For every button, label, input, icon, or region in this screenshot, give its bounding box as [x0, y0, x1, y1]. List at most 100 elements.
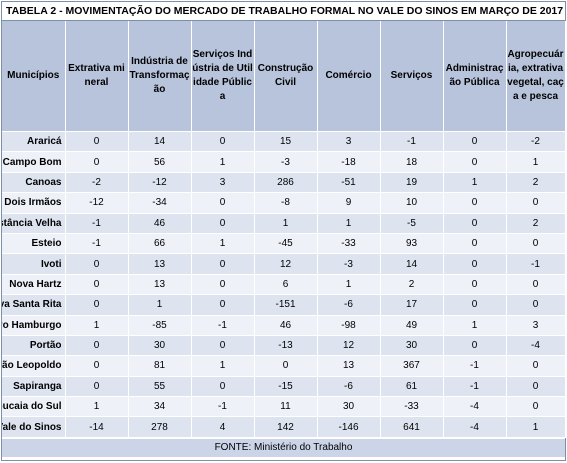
- value-cell: -14: [65, 416, 129, 438]
- value-cell: 0: [443, 151, 507, 173]
- value-cell: 0: [65, 335, 129, 357]
- header-cell-servicos-industria-utilidade-publica: Serviços Indústria de Utilidade Pública: [191, 21, 255, 132]
- value-cell: -13: [254, 335, 318, 357]
- value-cell: 49: [380, 315, 444, 336]
- value-cell: 1: [191, 233, 255, 255]
- value-cell: 1: [317, 274, 381, 296]
- value-cell: 142: [254, 416, 318, 438]
- municipality-cell: Vale do Sinos: [2, 416, 66, 438]
- table-row: Nova Hartz 0 13 0 6 1 2 0 0: [2, 274, 566, 296]
- value-cell: 0: [443, 213, 507, 234]
- table-row: Esteio -1 66 1 -45 -33 93 0 0: [2, 233, 566, 255]
- table-row: Portão 0 30 0 -13 12 30 0 -4: [2, 335, 566, 357]
- value-cell: 30: [317, 396, 381, 418]
- value-cell: 2: [506, 213, 566, 234]
- value-cell: -3: [317, 253, 381, 275]
- value-cell: -146: [317, 416, 381, 438]
- value-cell: 1: [443, 172, 507, 194]
- value-cell: 66: [128, 233, 192, 255]
- value-cell: -1: [65, 213, 129, 234]
- header-cell-agropecuaria: Agropecuária, extrativa vegetal, caça e …: [506, 21, 566, 132]
- value-cell: 12: [254, 253, 318, 275]
- value-cell: -85: [128, 315, 192, 336]
- value-cell: 3: [506, 315, 566, 336]
- value-cell: 10: [380, 192, 444, 214]
- value-cell: 0: [191, 213, 255, 234]
- value-cell: 30: [380, 335, 444, 357]
- value-cell: 0: [506, 376, 566, 398]
- value-cell: 3: [191, 172, 255, 194]
- value-cell: 55: [128, 376, 192, 398]
- value-cell: -6: [317, 376, 381, 398]
- value-cell: 0: [506, 396, 566, 418]
- municipality-cell: Sapucaia do Sul: [2, 396, 66, 418]
- value-cell: -33: [317, 233, 381, 255]
- value-cell: -2: [65, 172, 129, 194]
- value-cell: -3: [254, 151, 318, 173]
- value-cell: -4: [506, 335, 566, 357]
- table-row: Araricá 0 14 0 15 3 -1 0 -2: [2, 131, 566, 153]
- municipality-cell: Ivoti: [2, 253, 66, 275]
- value-cell: 30: [128, 335, 192, 357]
- value-cell: 1: [506, 151, 566, 173]
- value-cell: 278: [128, 416, 192, 438]
- value-cell: 0: [65, 151, 129, 173]
- table-row: Dois Irmãos -12 -34 0 -8 9 10 0 0: [2, 192, 566, 214]
- value-cell: 0: [254, 355, 318, 377]
- value-cell: 0: [506, 294, 566, 316]
- municipality-cell: Nova Santa Rita: [2, 294, 66, 316]
- value-cell: 4: [191, 416, 255, 438]
- value-cell: 0: [443, 335, 507, 357]
- value-cell: 0: [506, 355, 566, 377]
- value-cell: -45: [254, 233, 318, 255]
- value-cell: 0: [191, 253, 255, 275]
- value-cell: -12: [128, 172, 192, 194]
- value-cell: 0: [191, 376, 255, 398]
- value-cell: 0: [191, 274, 255, 296]
- table-row-total: Vale do Sinos -14 278 4 142 -146 641 -4 1: [2, 416, 566, 438]
- value-cell: 11: [254, 396, 318, 418]
- employment-table: Municípios Extrativa mineral Indústria d…: [2, 21, 566, 438]
- value-cell: 0: [443, 192, 507, 214]
- table-body: Araricá 0 14 0 15 3 -1 0 -2 Campo Bom 0 56 1 -3 -18 18 0…: [2, 131, 566, 438]
- value-cell: 0: [191, 131, 255, 153]
- value-cell: 2: [506, 172, 566, 194]
- municipality-cell: Canoas: [2, 172, 66, 194]
- value-cell: 0: [443, 274, 507, 296]
- value-cell: -1: [191, 315, 255, 336]
- value-cell: 19: [380, 172, 444, 194]
- municipality-cell: Dois Irmãos: [2, 192, 66, 214]
- value-cell: 0: [65, 131, 129, 153]
- value-cell: 46: [128, 213, 192, 234]
- table-title: TABELA 2 - MOVIMENTAÇÃO DO MERCADO DE TR…: [2, 2, 565, 21]
- value-cell: 34: [128, 396, 192, 418]
- value-cell: -1: [380, 131, 444, 153]
- value-cell: 61: [380, 376, 444, 398]
- value-cell: 81: [128, 355, 192, 377]
- value-cell: -4: [443, 396, 507, 418]
- value-cell: -18: [317, 151, 381, 173]
- header-cell-industria-transformacao: Indústria de Transformação: [128, 21, 192, 132]
- value-cell: -1: [191, 396, 255, 418]
- value-cell: 367: [380, 355, 444, 377]
- value-cell: 0: [191, 192, 255, 214]
- value-cell: 15: [254, 131, 318, 153]
- value-cell: -8: [254, 192, 318, 214]
- value-cell: 286: [254, 172, 318, 194]
- value-cell: -1: [506, 253, 566, 275]
- value-cell: 0: [191, 335, 255, 357]
- value-cell: 0: [65, 376, 129, 398]
- value-cell: 0: [65, 274, 129, 296]
- value-cell: -1: [443, 376, 507, 398]
- header-row: Municípios Extrativa mineral Indústria d…: [2, 21, 566, 132]
- value-cell: -33: [380, 396, 444, 418]
- value-cell: 1: [191, 151, 255, 173]
- value-cell: 17: [380, 294, 444, 316]
- value-cell: -5: [380, 213, 444, 234]
- table-source-footer: FONTE: Ministério do Trabalho: [2, 437, 565, 457]
- value-cell: 1: [128, 294, 192, 316]
- value-cell: 1: [506, 416, 566, 438]
